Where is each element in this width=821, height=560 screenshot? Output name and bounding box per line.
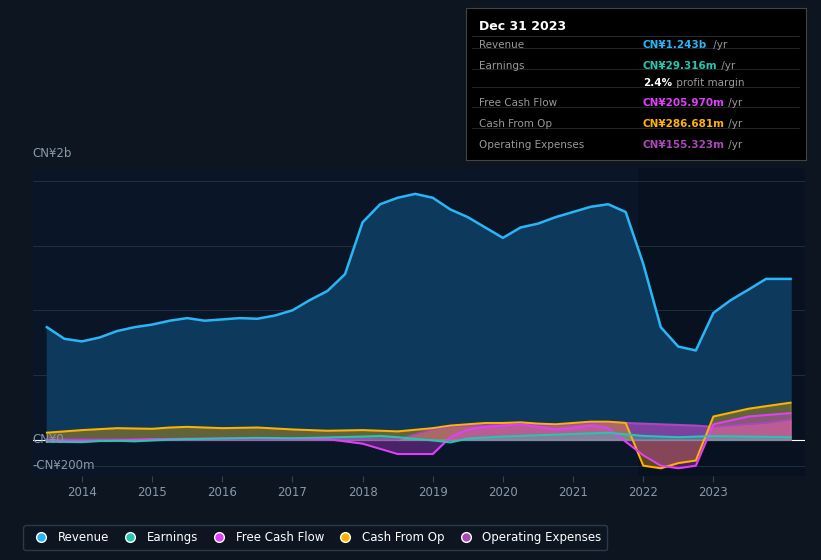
- Text: Revenue: Revenue: [479, 40, 525, 50]
- Text: Dec 31 2023: Dec 31 2023: [479, 21, 566, 34]
- Text: /yr: /yr: [725, 119, 742, 129]
- Text: -CN¥200m: -CN¥200m: [33, 459, 95, 472]
- Text: Free Cash Flow: Free Cash Flow: [479, 97, 557, 108]
- Text: profit margin: profit margin: [672, 78, 744, 88]
- Legend: Revenue, Earnings, Free Cash Flow, Cash From Op, Operating Expenses: Revenue, Earnings, Free Cash Flow, Cash …: [23, 525, 608, 550]
- Text: Cash From Op: Cash From Op: [479, 119, 553, 129]
- Text: CN¥286.681m: CN¥286.681m: [643, 119, 725, 129]
- Text: CN¥29.316m: CN¥29.316m: [643, 62, 718, 71]
- Text: /yr: /yr: [718, 62, 735, 71]
- Text: /yr: /yr: [710, 40, 727, 50]
- Text: CN¥155.323m: CN¥155.323m: [643, 140, 725, 150]
- Text: /yr: /yr: [725, 140, 742, 150]
- Text: Operating Expenses: Operating Expenses: [479, 140, 585, 150]
- Text: 2.4%: 2.4%: [643, 78, 672, 88]
- Text: Earnings: Earnings: [479, 62, 525, 71]
- Text: CN¥1.243b: CN¥1.243b: [643, 40, 707, 50]
- Bar: [638, 168, 805, 476]
- Text: CN¥2b: CN¥2b: [33, 147, 72, 160]
- Text: /yr: /yr: [725, 97, 742, 108]
- Text: CN¥0: CN¥0: [33, 433, 65, 446]
- Text: CN¥205.970m: CN¥205.970m: [643, 97, 725, 108]
